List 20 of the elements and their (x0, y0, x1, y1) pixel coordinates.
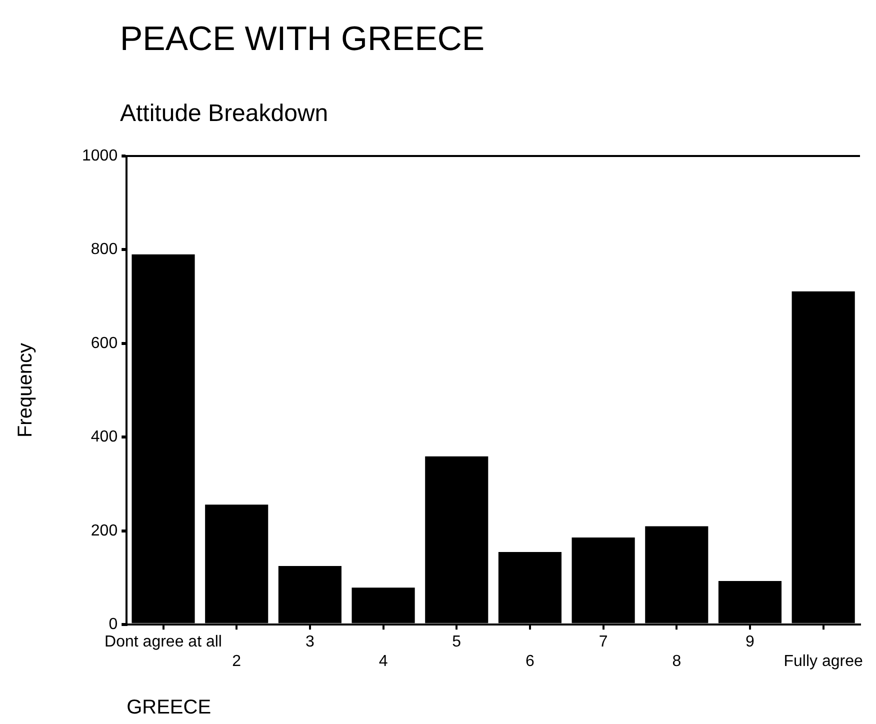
x-tick-label: 7 (598, 634, 608, 651)
x-tick-label: 6 (526, 652, 535, 670)
y-axis-title: Frequency (14, 343, 37, 438)
y-tick-label: 400 (90, 428, 118, 446)
chart-subtitle: Attitude Breakdown (120, 100, 328, 128)
x-tick-label: Fully agree (784, 652, 863, 670)
x-tick-label: 8 (672, 652, 682, 670)
x-tick-label: 3 (305, 634, 314, 651)
y-tick-label: 0 (108, 616, 118, 634)
x-tick-label: 9 (746, 634, 755, 651)
y-tick-label: 1000 (82, 147, 118, 164)
x-tick-label: 4 (378, 652, 388, 670)
x-tick-label: 2 (232, 652, 242, 670)
x-tick-label: Dont agree at all (104, 634, 222, 651)
x-axis-title: GREECE (126, 696, 212, 719)
y-tick-label: 800 (90, 241, 118, 258)
y-tick-label: 600 (90, 334, 118, 352)
x-tick-label: 5 (452, 634, 462, 651)
y-tick-label: 200 (90, 522, 118, 540)
chart-title: PEACE WITH GREECE (120, 20, 485, 59)
